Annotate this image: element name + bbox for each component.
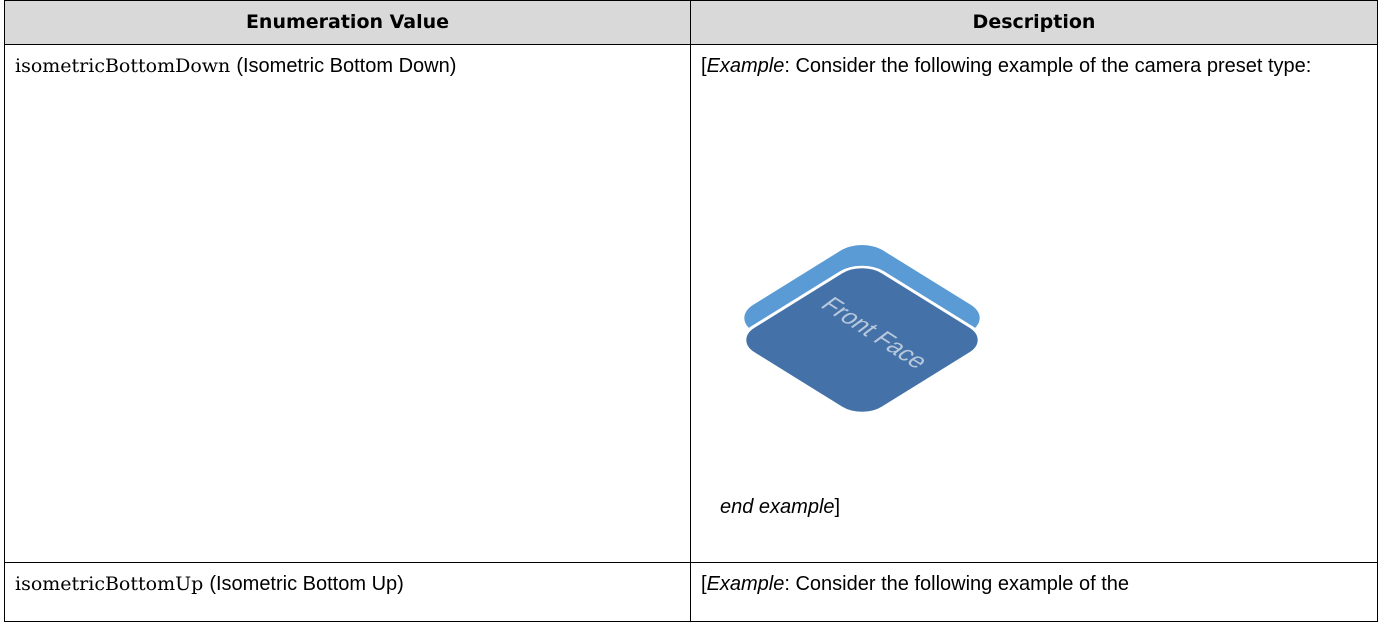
bracket: [ <box>701 573 707 595</box>
enum-code: isometricBottomUp <box>15 573 204 595</box>
example-word: Example <box>706 55 785 77</box>
description-text: : Consider the following example of the <box>784 573 1130 595</box>
enum-code: isometricBottomDown <box>15 55 231 77</box>
enum-name: (Isometric Bottom Down) <box>236 55 457 77</box>
front-face <box>742 265 982 415</box>
camera-preset-image: Front Face <box>742 245 982 415</box>
enum-name: (Isometric Bottom Up) <box>209 573 404 595</box>
end-word: end example <box>720 496 835 518</box>
description-text: : Consider the following example of the … <box>784 55 1312 77</box>
end-example: end example] <box>720 496 840 519</box>
example-word: Example <box>706 573 785 595</box>
header-cell: Description <box>690 0 1378 45</box>
value-cell: isometricBottomUp (Isometric Bottom Up) <box>4 562 691 622</box>
value-cell: isometricBottomDown (Isometric Bottom Do… <box>4 44 691 563</box>
description-cell: [Example: Consider the following example… <box>690 562 1378 622</box>
bracket: ] <box>834 496 841 518</box>
header-cell: Enumeration Value <box>4 0 691 45</box>
bracket: [ <box>701 55 707 77</box>
